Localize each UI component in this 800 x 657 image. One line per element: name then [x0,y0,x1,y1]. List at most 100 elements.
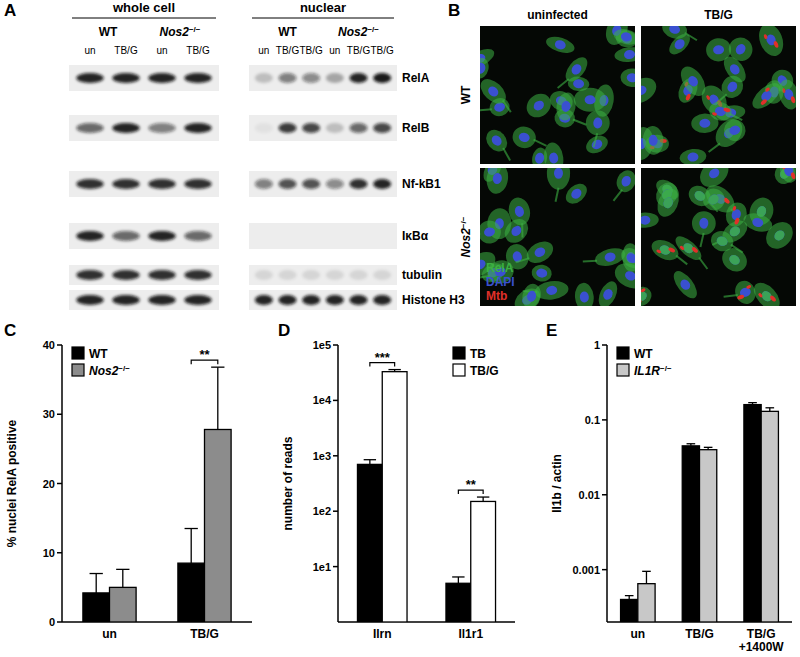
lane-label: TB/G [186,45,210,56]
nucleus [673,37,687,51]
band [326,73,344,83]
cytoplasm [574,88,607,113]
cytoplasm [679,148,707,164]
nuclear-rela [662,196,675,210]
nuclear-rela [772,228,786,242]
process [480,106,492,113]
genotype-label: Nos2−/− [160,25,201,40]
legend-swatch [453,347,465,359]
label-base: Nos2 [459,228,473,258]
channel-legend: DAPI [486,275,515,289]
micrograph [641,168,796,306]
cytoplasm [642,125,664,155]
y-tick [333,566,338,568]
error-bar [388,370,400,372]
blot-strip [249,223,397,249]
y-tick-label: 20 [43,478,55,490]
legend-swatch [72,347,84,359]
mtb [734,217,740,225]
blot-strip [249,115,397,141]
nucleus [728,62,742,76]
cell [614,46,635,64]
category-line: TB/G [190,627,219,641]
protein-label: IκBα [402,229,429,243]
cell [513,237,557,273]
legend-label: IL1R−/− [634,364,672,379]
y-tick [333,510,338,512]
band [350,73,368,83]
nucleus [715,235,729,247]
blot-strip [69,115,219,141]
y-axis [337,345,339,622]
cell [741,210,774,235]
band [373,123,391,133]
nucleus [707,193,721,207]
cell [574,88,607,113]
nucleus [727,253,741,267]
blot-strip [69,171,219,197]
band [279,231,297,241]
cytoplasm [755,26,788,60]
y-tick-label: 1e2 [313,505,331,517]
cytoplasm [574,282,595,306]
category-label: TB/G [685,627,714,641]
band [326,179,344,189]
nuclear-rela [707,193,721,207]
y-tick-label: 0.1 [585,414,600,426]
mtb [691,246,699,254]
cell [721,116,748,144]
protein-label: Nf-kB1 [402,177,441,191]
category-line: Il1r1 [458,627,483,641]
cell [510,124,549,153]
legend-swatch [617,364,629,376]
genotype-label: WT [278,25,297,39]
cytoplasm [480,218,503,245]
lane-label: TB/G [114,45,138,56]
band [279,123,297,133]
cell [641,212,659,228]
blot-strip [249,171,397,197]
bar [178,563,205,622]
process [533,140,547,146]
category-line: un [630,627,645,641]
category-line: TB/G [685,627,714,641]
band [184,270,211,280]
cell [641,73,661,109]
nucleus [585,95,596,104]
error-bar [704,447,713,449]
y-tick-label: 1e3 [313,450,331,462]
bar [471,501,496,622]
legend-swatch [453,364,465,376]
nucleus [707,168,721,180]
band [350,179,368,189]
label-sup: −/− [660,364,672,373]
y-tick-label: 1e1 [313,561,331,573]
cytoplasm [585,110,610,136]
mtb [763,34,768,40]
band [112,270,139,280]
lane-label: un [329,45,340,56]
mtb [758,292,764,298]
error-bar [625,596,634,600]
band [148,270,175,280]
nucleus [604,251,617,263]
nucleus [620,31,633,42]
mtb [712,112,718,116]
error-cap [477,496,489,497]
mtb [656,249,662,254]
nucleus [734,42,748,56]
cell [620,67,635,88]
nucleus [686,74,700,88]
cell [574,282,595,306]
nucleus [641,84,648,97]
mtb [790,172,796,180]
mtb [641,299,642,306]
band [148,295,175,305]
error-stem [217,367,218,429]
error-bar [211,367,224,429]
mtb [746,285,752,290]
nucleus [678,278,692,292]
error-cap [642,571,651,572]
error-bar [642,571,651,583]
error-bar [765,408,774,412]
